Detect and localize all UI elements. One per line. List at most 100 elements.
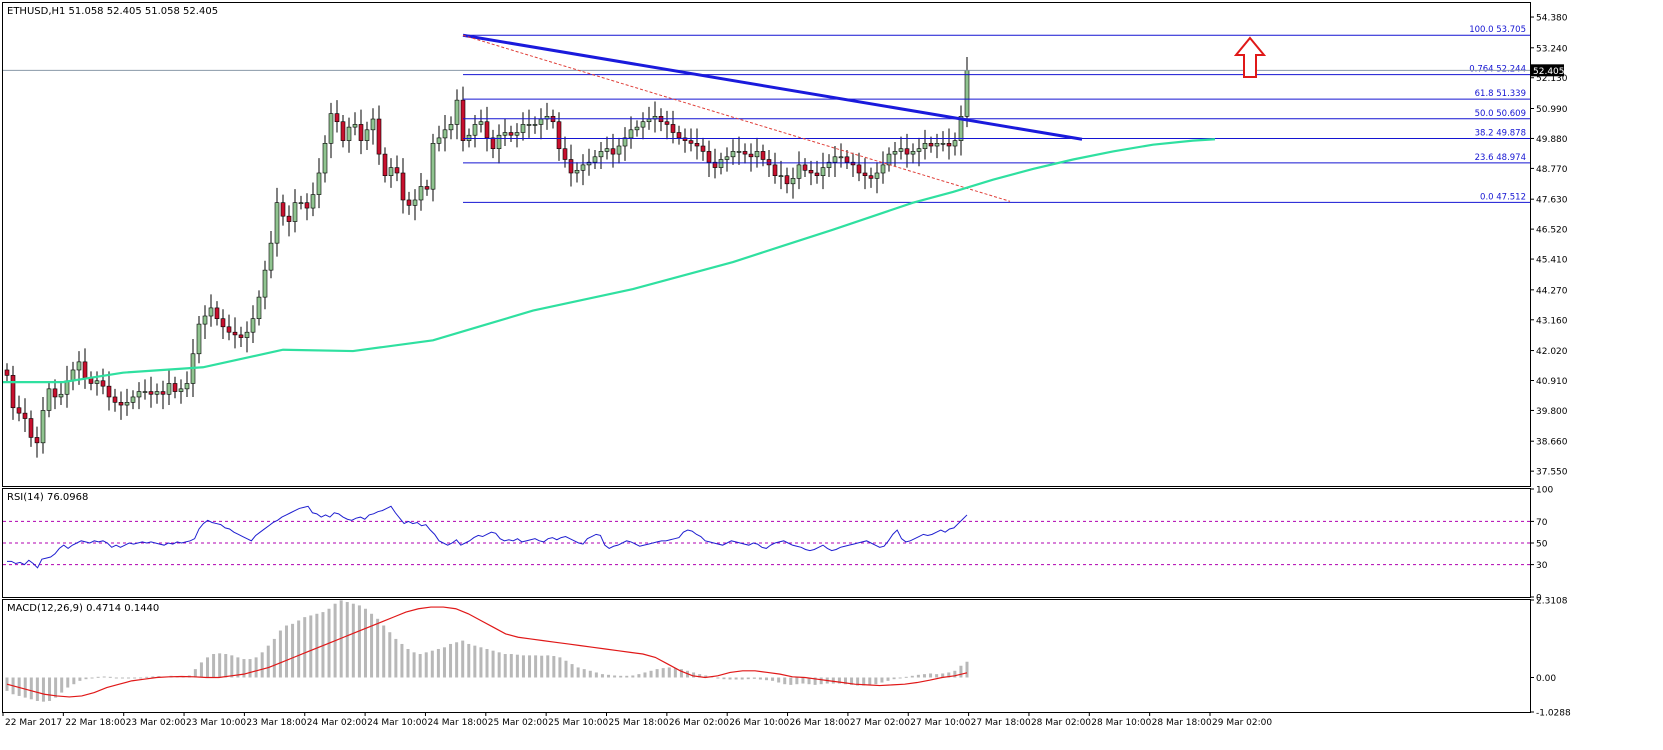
- macd-histogram-bar: [503, 654, 507, 678]
- macd-histogram-bar: [266, 645, 270, 678]
- candle-bull: [472, 124, 478, 136]
- candle-bull: [202, 315, 208, 325]
- candle-bull: [208, 307, 214, 317]
- macd-histogram-bar: [649, 670, 653, 678]
- price-axis-label: 42.020: [1536, 347, 1568, 357]
- price-axis-label: 38.660: [1536, 438, 1568, 448]
- macd-histogram-bar: [716, 677, 720, 679]
- candle-bear: [766, 159, 772, 166]
- macd-histogram-bar: [850, 677, 854, 685]
- time-axis-label: 27 Mar 02:00: [850, 718, 910, 728]
- candle-bull: [364, 129, 370, 141]
- candle-bear: [808, 169, 814, 174]
- macd-histogram-bar: [576, 667, 580, 678]
- candle-bull: [142, 391, 148, 393]
- macd-axis-label: 2.3108: [1536, 597, 1568, 607]
- macd-histogram-bar: [424, 652, 428, 678]
- macd-histogram-bar: [546, 655, 550, 678]
- time-axis-label: 27 Mar 10:00: [910, 718, 970, 728]
- time-axis-label: 23 Mar 10:00: [186, 718, 246, 728]
- macd-histogram-bar: [880, 677, 884, 683]
- time-axis-label: 22 Mar 18:00: [65, 718, 125, 728]
- macd-histogram-bar: [959, 665, 963, 678]
- price-axis-label: 44.270: [1536, 286, 1568, 296]
- candle-bear: [34, 437, 40, 444]
- candle-bull: [478, 121, 484, 125]
- macd-histogram-bar: [303, 617, 307, 678]
- candle-bull: [40, 410, 46, 444]
- price-axis-label: 39.800: [1536, 407, 1568, 417]
- macd-histogram-bar: [297, 620, 301, 678]
- candle-bull: [322, 143, 328, 174]
- macd-histogram-bar: [813, 677, 817, 685]
- macd-histogram-bar: [752, 677, 756, 679]
- candle-bull: [730, 151, 736, 158]
- macd-histogram-bar: [807, 677, 811, 685]
- candle-bear: [814, 172, 820, 176]
- candle-bull: [298, 202, 304, 204]
- macd-histogram-bar: [108, 676, 112, 678]
- macd-histogram-bar: [801, 677, 805, 684]
- macd-histogram-bar: [886, 677, 890, 681]
- macd-histogram-bar: [400, 643, 404, 678]
- candle-bear: [772, 164, 778, 176]
- macd-histogram-bar: [96, 676, 100, 678]
- macd-histogram-bar: [953, 670, 957, 678]
- candle-bear: [376, 118, 382, 155]
- macd-histogram-bar: [916, 674, 920, 678]
- macd-histogram-bar: [564, 660, 568, 678]
- candle-bull: [592, 156, 598, 163]
- candle-bull: [124, 402, 130, 406]
- candle-bull: [916, 148, 922, 152]
- candle-bull: [898, 148, 904, 152]
- candle-bull: [178, 388, 184, 392]
- rsi-axis-label: 50: [1536, 540, 1548, 550]
- macd-histogram-bar: [406, 648, 410, 678]
- candle-bear: [562, 148, 568, 160]
- candle-bear: [148, 391, 154, 395]
- candle-bull: [604, 148, 610, 152]
- candle-bear: [172, 383, 178, 392]
- macd-histogram-bar: [607, 674, 611, 678]
- candle-bull: [310, 194, 316, 209]
- price-axis-label: 43.160: [1536, 316, 1568, 326]
- time-axis-label: 28 Mar 02:00: [1031, 718, 1091, 728]
- macd-histogram-bar: [643, 672, 647, 678]
- candle-bull: [880, 164, 886, 174]
- macd-histogram-bar: [734, 677, 738, 680]
- macd-histogram-bar: [722, 677, 726, 680]
- macd-histogram-bar: [868, 677, 872, 685]
- macd-histogram-bar: [515, 654, 519, 678]
- moving-average-line: [3, 138, 1216, 384]
- candle-bull: [724, 156, 730, 160]
- macd-histogram-bar: [394, 638, 398, 678]
- price-axis-label: 50.990: [1536, 105, 1568, 115]
- macd-histogram-bar: [661, 668, 665, 678]
- candle-bear: [760, 151, 766, 160]
- macd-histogram-bar: [321, 612, 325, 678]
- fib-level-label: 0.764 52.244: [1469, 65, 1526, 75]
- macd-histogram-bar: [48, 677, 52, 701]
- candle-bear: [424, 186, 430, 190]
- macd-histogram-bar: [388, 632, 392, 678]
- macd-histogram-bar: [479, 647, 483, 678]
- time-axis-label: 24 Mar 02:00: [307, 718, 367, 728]
- candle-bear: [610, 148, 616, 155]
- time-axis-label: 25 Mar 10:00: [548, 718, 608, 728]
- macd-histogram-bar: [376, 618, 380, 678]
- candle-bear: [334, 113, 340, 123]
- macd-histogram-bar: [965, 661, 969, 678]
- candle-bull: [586, 161, 592, 166]
- rsi-line: [7, 505, 968, 569]
- macd-histogram-bar: [783, 677, 787, 685]
- macd-histogram-bar: [254, 657, 258, 678]
- candle-bear: [946, 143, 952, 147]
- macd-histogram-bar: [728, 677, 732, 680]
- candle-bull: [910, 151, 916, 155]
- candle-bull: [46, 388, 52, 411]
- candle-bear: [484, 121, 490, 139]
- macd-histogram-bar: [72, 677, 76, 685]
- candle-bear: [688, 140, 694, 144]
- macd-histogram-bar: [418, 654, 422, 678]
